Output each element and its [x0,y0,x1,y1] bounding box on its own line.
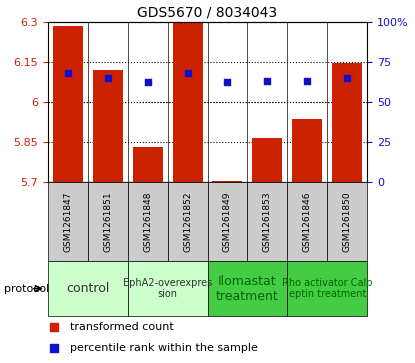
Text: Ilomastat
treatment: Ilomastat treatment [216,274,279,303]
Bar [128,182,168,261]
Point [144,79,151,85]
Text: percentile rank within the sample: percentile rank within the sample [70,343,258,354]
Bar [332,63,362,182]
Point [262,236,269,241]
Title: GDS5670 / 8034043: GDS5670 / 8034043 [137,5,278,19]
Text: GSM1261852: GSM1261852 [183,191,192,252]
Text: transformed count: transformed count [70,322,174,332]
Bar [88,182,128,261]
Bar [252,138,282,182]
Text: control: control [66,282,110,295]
Point [224,79,231,85]
Point [64,70,71,76]
Text: Rho activator Calp
eptin treatment: Rho activator Calp eptin treatment [282,278,373,299]
Text: GSM1261850: GSM1261850 [343,191,352,252]
Text: protocol: protocol [4,284,49,294]
Bar [53,26,83,182]
Text: GSM1261848: GSM1261848 [143,191,152,252]
Bar [293,119,322,182]
Bar [48,261,128,316]
Point [264,78,271,84]
Bar [173,22,203,182]
Text: GSM1261849: GSM1261849 [223,191,232,252]
Bar [168,182,208,261]
Bar [133,147,163,182]
Text: GSM1261847: GSM1261847 [63,191,72,252]
Bar [208,261,287,316]
Text: EphA2-overexpres
sion: EphA2-overexpres sion [123,278,212,299]
Bar [287,182,327,261]
Point [262,38,269,44]
Bar [287,261,367,316]
Bar [48,182,88,261]
Text: GSM1261846: GSM1261846 [303,191,312,252]
Point [104,75,111,81]
Text: GSM1261853: GSM1261853 [263,191,272,252]
Bar [208,182,247,261]
Bar [247,182,287,261]
Bar [93,70,122,182]
Text: GSM1261851: GSM1261851 [103,191,112,252]
Point [184,70,191,76]
Bar [128,261,208,316]
Bar [327,182,367,261]
Point [344,75,351,81]
Point [304,78,311,84]
